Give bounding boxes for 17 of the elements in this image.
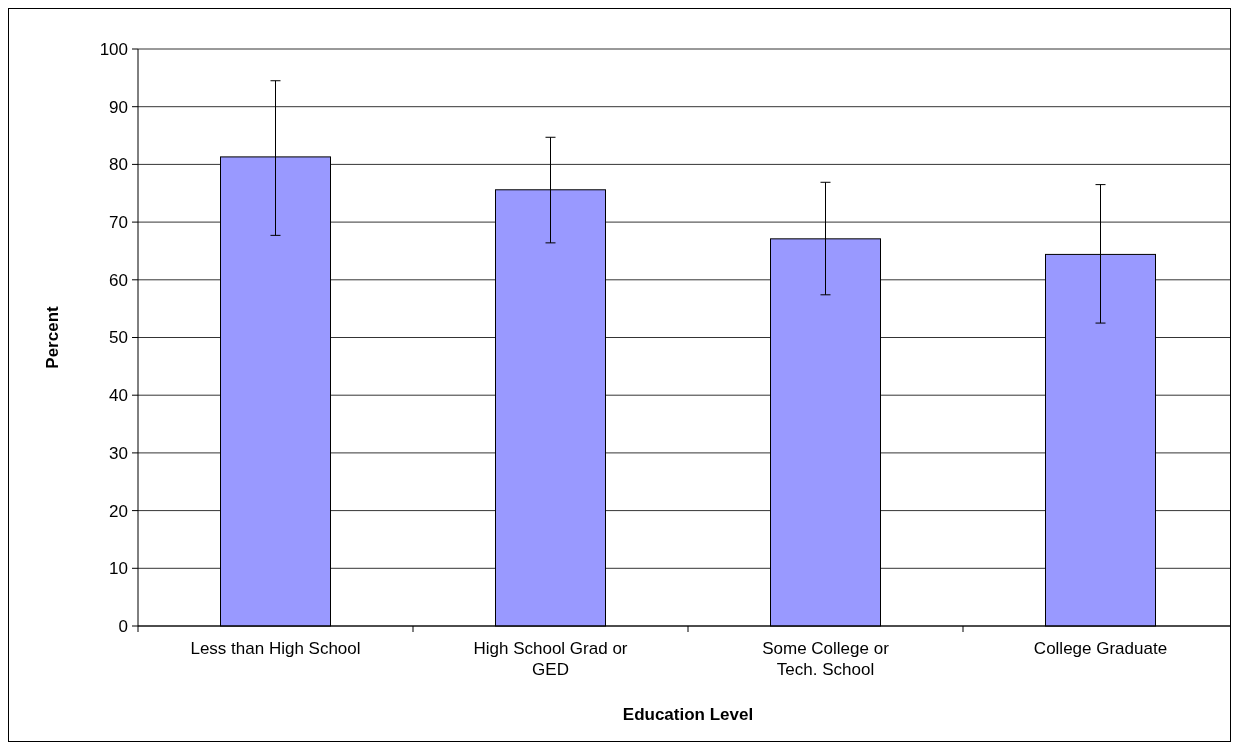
y-tick-label: 40 bbox=[109, 386, 128, 406]
y-tick-label: 10 bbox=[109, 559, 128, 579]
x-axis-title: Education Level bbox=[622, 705, 754, 724]
y-tick-label: 100 bbox=[99, 39, 128, 59]
y-tick-label: 0 bbox=[118, 616, 128, 636]
x-tick-label: Some College or Tech. School bbox=[762, 639, 890, 679]
y-tick-label: 70 bbox=[109, 213, 128, 233]
y-tick-label: 90 bbox=[109, 97, 128, 117]
y-tick-label: 80 bbox=[109, 155, 128, 175]
y-tick-label: 50 bbox=[109, 328, 128, 348]
y-tick-label: 60 bbox=[109, 270, 128, 290]
x-tick-label: College Graduate bbox=[1033, 639, 1168, 658]
x-tick-label: High School Grad or GED bbox=[473, 639, 628, 679]
x-tick-label: Less than High School bbox=[190, 639, 361, 658]
y-axis-title: Percent bbox=[43, 305, 62, 369]
y-tick-label: 30 bbox=[109, 443, 128, 463]
y-tick-label: 20 bbox=[109, 501, 128, 521]
